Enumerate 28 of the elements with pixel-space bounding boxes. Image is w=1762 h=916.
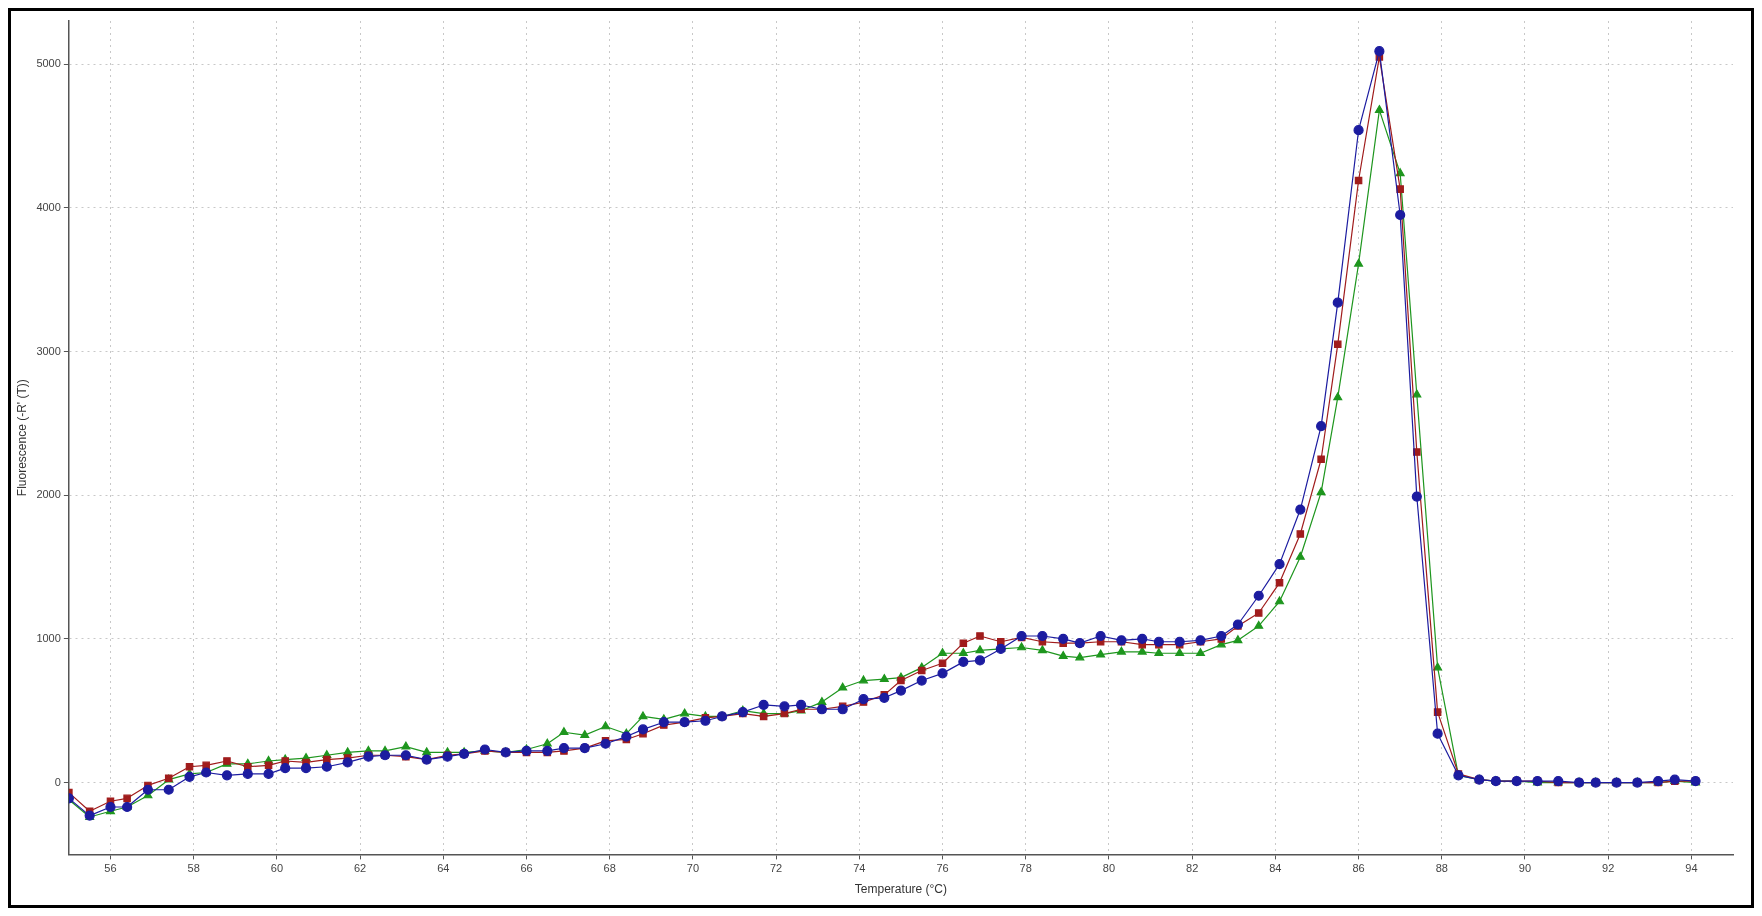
y-tick-label: 2000 xyxy=(36,488,61,501)
x-tick-label: 68 xyxy=(603,862,616,875)
y-axis-title: Fluorescence (-R' (T)) xyxy=(14,379,29,497)
x-tick-label: 90 xyxy=(1518,862,1532,875)
x-tick-label: 80 xyxy=(1102,862,1116,875)
x-tick-label: 84 xyxy=(1269,862,1282,875)
x-tick-label: 64 xyxy=(437,862,450,875)
x-tick-label: 76 xyxy=(936,862,949,875)
x-tick-label: 88 xyxy=(1435,862,1448,875)
y-tick-label: 4000 xyxy=(36,200,61,213)
x-tick-label: 72 xyxy=(770,862,783,875)
x-tick-label: 82 xyxy=(1186,862,1199,875)
y-tick-label: 3000 xyxy=(36,344,61,357)
x-tick-label: 78 xyxy=(1019,862,1032,875)
x-tick-label: 86 xyxy=(1352,862,1365,875)
x-tick-label: 66 xyxy=(520,862,533,875)
x-tick-label: 92 xyxy=(1602,862,1615,875)
x-tick-label: 60 xyxy=(270,862,284,875)
x-axis-title: Temperature (°C) xyxy=(854,882,948,897)
x-tick-label: 62 xyxy=(353,862,367,875)
y-tick-label: 0 xyxy=(54,775,61,788)
x-tick-label: 74 xyxy=(853,862,866,875)
y-tick-label: 1000 xyxy=(36,631,61,644)
x-tick-label: 58 xyxy=(187,862,200,875)
y-tick-label: 5000 xyxy=(36,57,61,70)
x-tick-label: 70 xyxy=(686,862,700,875)
x-tick-label: 56 xyxy=(104,862,117,875)
x-tick-label: 94 xyxy=(1685,862,1698,875)
